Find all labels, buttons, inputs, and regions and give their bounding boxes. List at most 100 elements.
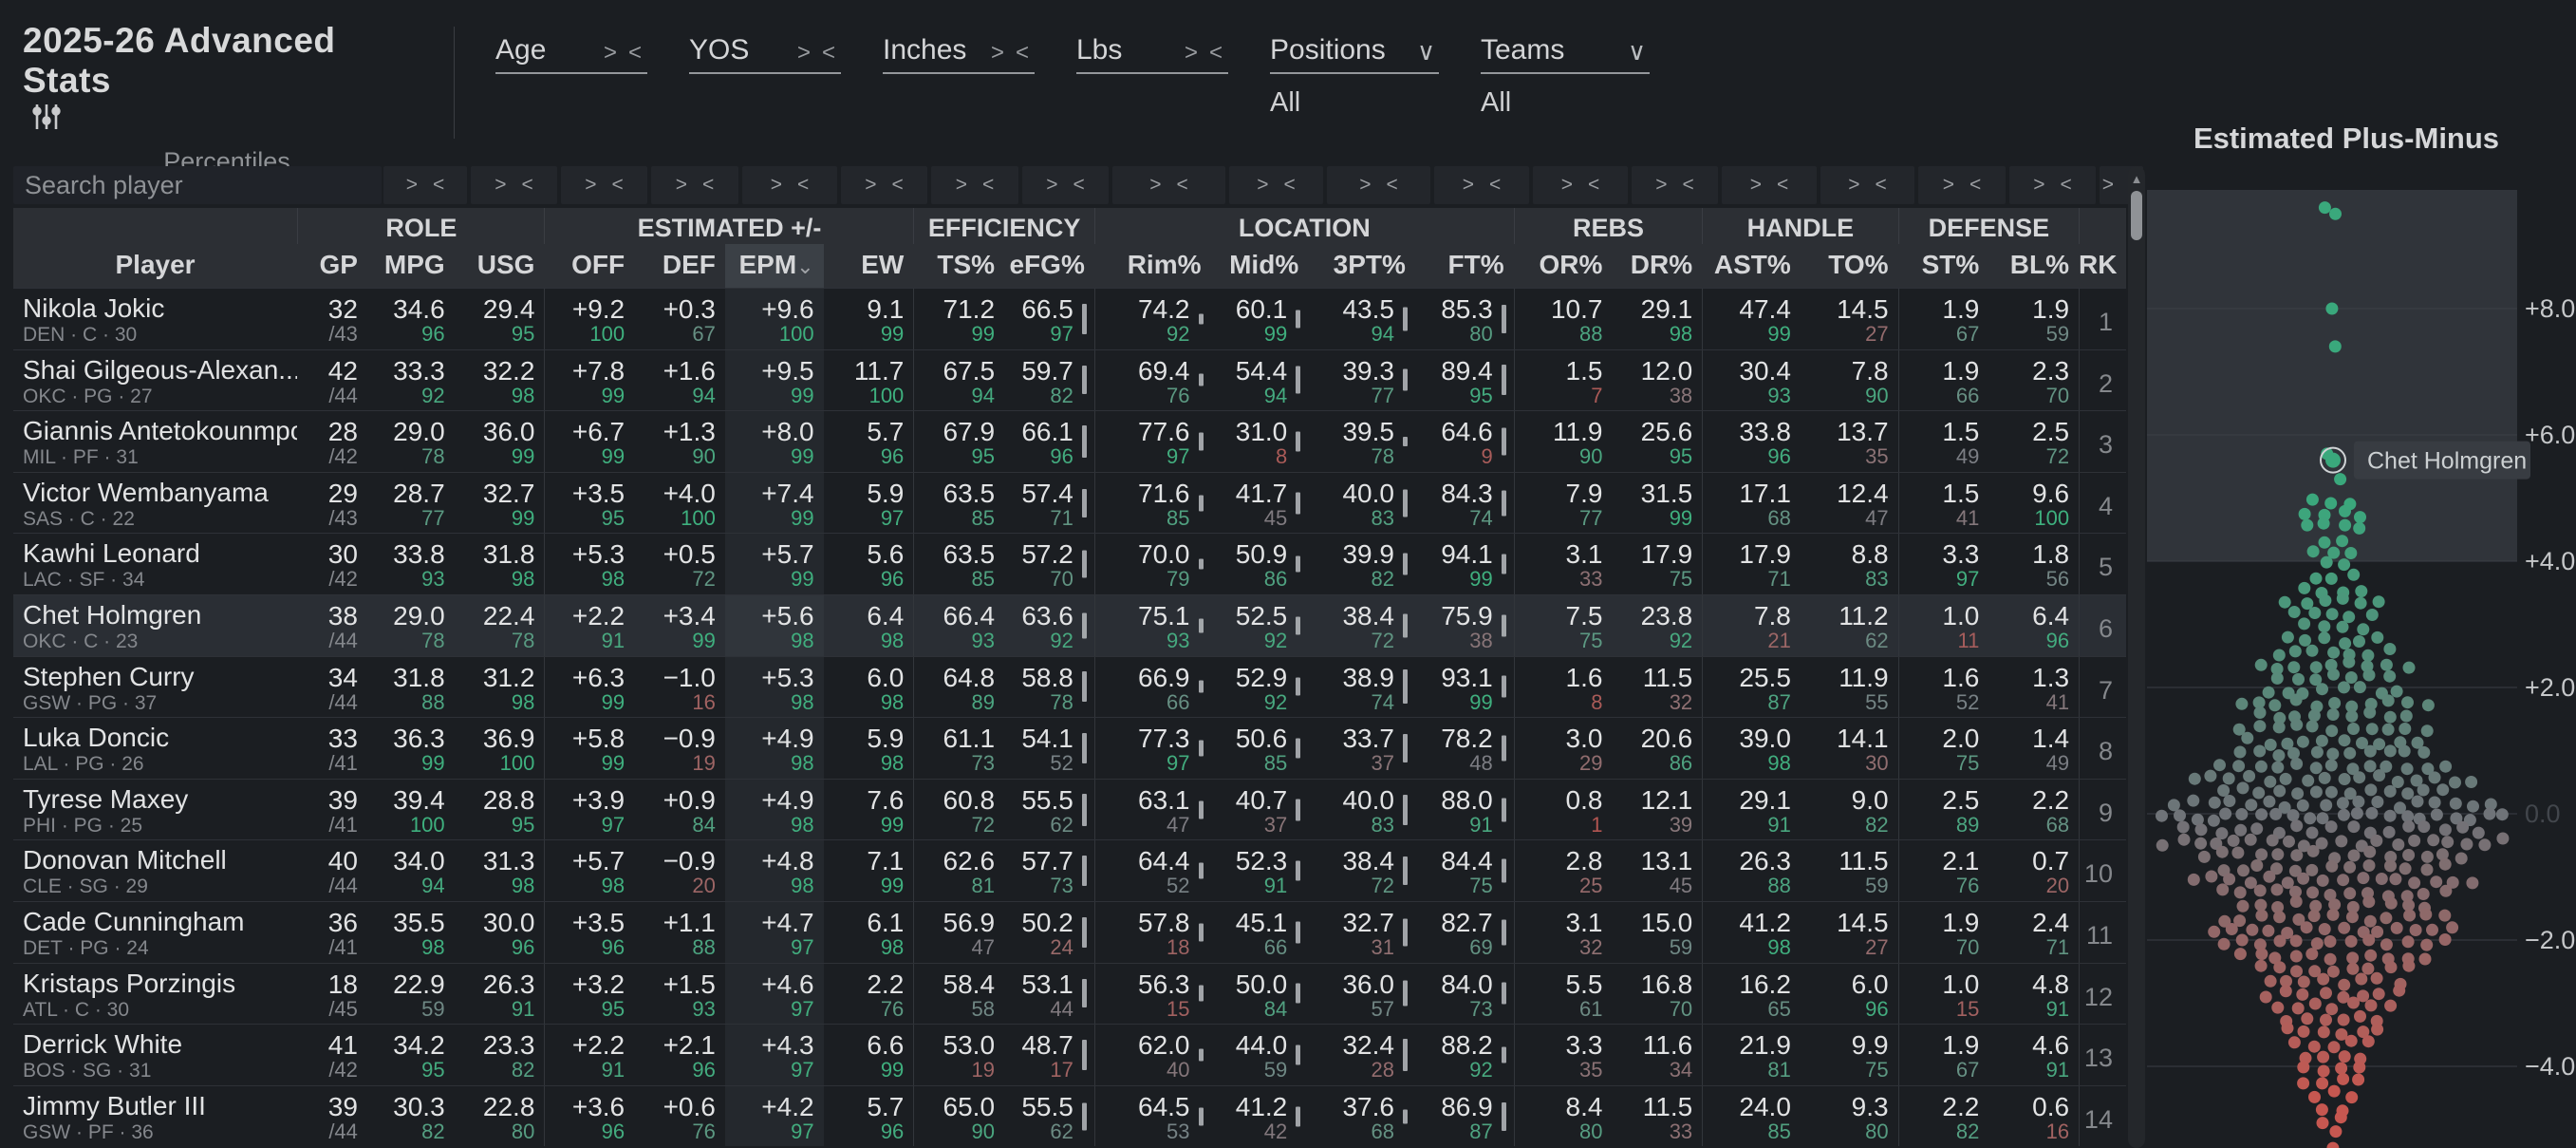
filter-lt-icon[interactable]: < (627, 40, 642, 66)
sort-desc-icon[interactable]: < (1283, 174, 1296, 196)
sort-asc-icon[interactable]: > (1462, 174, 1474, 196)
stat-percentile: 66 (1955, 383, 1980, 407)
filter-age[interactable]: Age > < (495, 25, 647, 119)
sort-asc-icon[interactable]: > (955, 174, 967, 196)
column-header-3ptpct[interactable]: 3PT% (1333, 250, 1406, 279)
table-row[interactable]: Derrick White BOS · SG · 31 41/42 34.2 95 23.… (13, 1024, 2126, 1085)
sort-desc-icon[interactable]: < (1489, 174, 1502, 196)
column-header-blpct[interactable]: BL% (2009, 250, 2070, 279)
sort-asc-icon[interactable]: > (495, 174, 507, 196)
column-header-rk[interactable]: RK (2079, 250, 2118, 279)
highlighted-player-callout[interactable]: Chet Holmgren (2320, 441, 2530, 480)
stat-percentile: 9 (1481, 444, 1493, 469)
column-header-ew[interactable]: EW (861, 250, 905, 279)
filter-dropdown-teams[interactable]: Teams ∨ All (1481, 25, 1650, 119)
column-header-efgpct[interactable]: eFG% (1009, 250, 1085, 279)
sort-desc-icon[interactable]: < (433, 174, 445, 196)
filter-yos[interactable]: YOS > < (689, 25, 841, 119)
sort-asc-icon[interactable]: > (1942, 174, 1954, 196)
sort-desc-icon[interactable]: < (611, 174, 624, 196)
column-header-def[interactable]: DEF (662, 250, 716, 279)
table-row[interactable]: Cade Cunningham DET · PG · 24 36/41 35.5 98 3… (13, 900, 2126, 963)
sort-desc-icon[interactable]: < (891, 174, 904, 196)
sort-desc-icon[interactable]: < (1777, 174, 1789, 196)
column-header-mpg[interactable]: MPG (383, 250, 445, 279)
stat-value: −0.9 (663, 846, 716, 876)
column-header-off[interactable]: OFF (571, 250, 625, 279)
table-row[interactable]: Donovan Mitchell CLE · SG · 29 40/44 34.0 94… (13, 839, 2126, 901)
sort-desc-icon[interactable]: < (797, 174, 810, 196)
table-row[interactable]: Jimmy Butler III GSW · PF · 36 39/44 30.3 82… (13, 1084, 2126, 1147)
sliders-icon[interactable] (30, 101, 63, 138)
column-header-orpct[interactable]: OR% (1539, 250, 1603, 279)
table-row[interactable]: Giannis Antetokounmpo MIL · PF · 31 28/42 2… (13, 410, 2126, 472)
column-header-gp[interactable]: GP (319, 250, 358, 279)
sort-desc-icon[interactable]: < (1176, 174, 1188, 196)
sort-asc-icon[interactable]: > (1149, 174, 1162, 196)
table-row[interactable]: Luka Doncic LAL · PG · 26 33/41 36.3 99 36.9 1… (13, 717, 2126, 779)
sort-asc-icon[interactable]: > (585, 174, 597, 196)
column-header-midpct[interactable]: Mid% (1229, 250, 1299, 279)
sort-desc-icon[interactable]: < (2060, 174, 2072, 196)
sort-desc-icon[interactable]: < (982, 174, 995, 196)
sort-desc-icon[interactable]: < (521, 174, 533, 196)
sort-asc-icon[interactable]: > (405, 174, 418, 196)
column-header-usg[interactable]: USG (476, 250, 535, 279)
filter-gt-icon[interactable]: > (603, 40, 617, 66)
filter-gt-icon[interactable]: > (1184, 40, 1198, 66)
sort-asc-icon[interactable]: > (675, 174, 687, 196)
filter-lt-icon[interactable]: < (1015, 40, 1029, 66)
sort-asc-icon[interactable]: > (1655, 174, 1668, 196)
column-header-stpct[interactable]: ST% (1921, 250, 1980, 279)
volume-bar (1296, 431, 1301, 452)
sort-desc-icon[interactable]: < (1682, 174, 1694, 196)
filter-lt-icon[interactable]: < (821, 40, 835, 66)
sort-asc-icon[interactable]: > (865, 174, 877, 196)
scroll-up-icon[interactable]: ▲ (2130, 172, 2143, 186)
column-header-epm[interactable]: EPM⌄ (724, 244, 824, 288)
stat-value: 29.0 (393, 600, 445, 630)
filter-lbs[interactable]: Lbs > < (1076, 25, 1228, 119)
sort-asc-icon[interactable]: > (1560, 174, 1573, 196)
sort-desc-icon[interactable]: < (702, 174, 715, 196)
column-header-rimpct[interactable]: Rim% (1127, 250, 1202, 279)
sort-desc-icon[interactable]: < (1073, 174, 1085, 196)
sort-asc-icon[interactable]: > (770, 174, 782, 196)
search-input[interactable] (13, 166, 382, 204)
column-header-astpct[interactable]: AST% (1713, 250, 1791, 279)
stat-percentile: 87 (1469, 1119, 1493, 1143)
table-row[interactable]: Victor Wembanyama SAS · C · 22 29/43 28.7 77… (13, 471, 2126, 534)
sort-asc-icon[interactable]: > (2101, 174, 2114, 196)
sort-desc-icon[interactable]: < (1386, 174, 1398, 196)
table-row[interactable]: Kawhi Leonard LAC · SF · 34 30/42 33.8 93 31.… (13, 533, 2126, 594)
column-header-topct[interactable]: TO% (1828, 250, 1889, 279)
table-row[interactable]: Kristaps Porzingis ATL · C · 30 18/45 22.9 5… (13, 962, 2126, 1025)
epm-distribution-dots[interactable] (2156, 201, 2510, 1148)
sort-asc-icon[interactable]: > (1257, 174, 1269, 196)
scrollbar-thumb[interactable] (2131, 191, 2142, 240)
column-header-drpct[interactable]: DR% (1630, 250, 1693, 279)
sort-asc-icon[interactable]: > (1359, 174, 1372, 196)
sort-desc-icon[interactable]: < (1875, 174, 1887, 196)
sort-asc-icon[interactable]: > (1046, 174, 1058, 196)
sort-desc-icon[interactable]: < (1588, 174, 1600, 196)
sort-asc-icon[interactable]: > (2033, 174, 2045, 196)
epm-beeswarm-chart[interactable]: +8.0 +6.0 +4.0 +2.0 0.0 −2.0 −4.0 Chet Holmgren (2147, 190, 2576, 1148)
column-header-ftpct[interactable]: FT% (1447, 250, 1504, 279)
table-row[interactable]: Nikola Jokic DEN · C · 30 32/43 34.6 96 29.4 9… (13, 288, 2126, 349)
column-header-player[interactable]: Player (115, 250, 196, 279)
vertical-scrollbar[interactable]: ▲ (2128, 166, 2145, 1148)
sort-asc-icon[interactable]: > (1848, 174, 1860, 196)
table-row[interactable]: Stephen Curry GSW · PG · 37 34/44 31.8 88 31.… (13, 655, 2126, 718)
column-header-tspct[interactable]: TS% (937, 250, 996, 279)
filter-inches[interactable]: Inches > < (883, 25, 1035, 119)
filter-gt-icon[interactable]: > (990, 40, 1004, 66)
sort-desc-icon[interactable]: < (1969, 174, 1982, 196)
filter-lt-icon[interactable]: < (1208, 40, 1223, 66)
filter-gt-icon[interactable]: > (796, 40, 811, 66)
sort-asc-icon[interactable]: > (1749, 174, 1762, 196)
table-row[interactable]: Chet Holmgren OKC · C · 23 38/44 29.0 78 22.4… (13, 593, 2126, 656)
filter-dropdown-positions[interactable]: Positions ∨ All (1270, 25, 1439, 119)
table-row[interactable]: Shai Gilgeous-Alexan... OKC · PG · 27 42/4… (13, 348, 2126, 411)
table-row[interactable]: Tyrese Maxey PHI · PG · 25 39/41 39.4 100 28.… (13, 778, 2126, 840)
